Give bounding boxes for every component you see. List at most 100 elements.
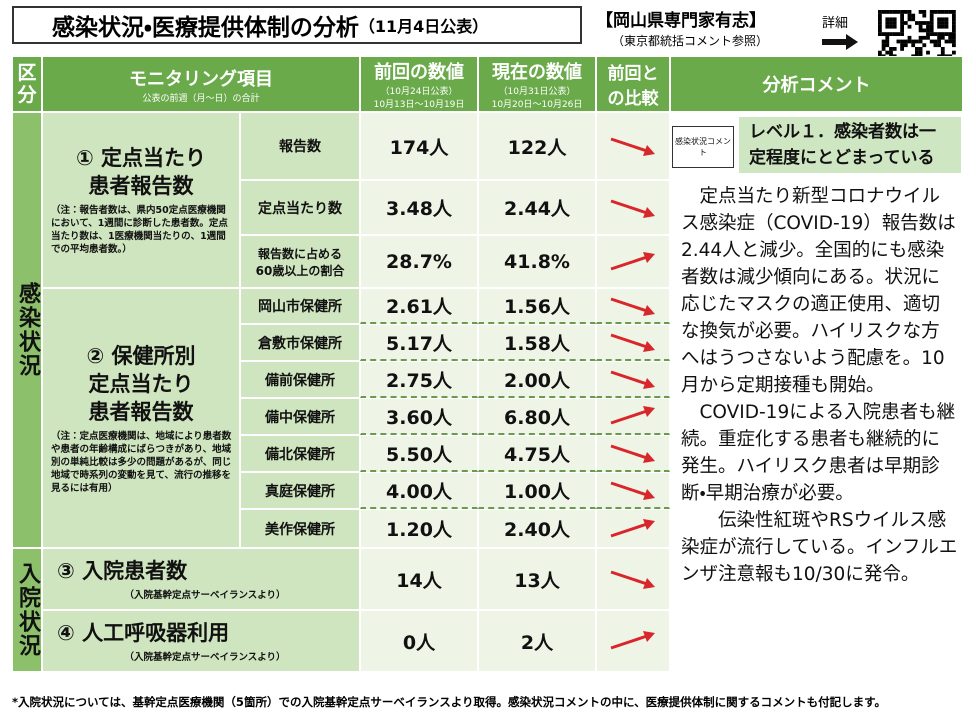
trend-cell [596,180,670,235]
row-label-text: 倉敷市保健所 [258,335,342,352]
qr-cell [889,17,893,22]
previous-value: 1.20人 [360,509,478,548]
qr-cell [889,24,893,29]
current-text: 122人 [507,136,567,159]
qr-cell [889,50,893,55]
trend-arrow [610,518,655,537]
title-box: 感染状況・医療提供体制の分析 （11月4日公表） [12,6,582,44]
current-value: 1.58人 [478,324,596,361]
qr-cell [900,32,904,36]
qr-cell [907,39,912,44]
trend-cell [596,361,670,398]
previous-text: 3.48人 [386,198,452,220]
trend-arrow [610,444,655,463]
qr-cell [907,10,912,14]
qr-cell [889,10,893,14]
qr-cell [948,35,953,40]
qr-cell [885,24,890,29]
qr-cell [933,10,938,14]
trend-cell [596,548,670,610]
qr-cell [937,32,941,36]
qr-cell [948,39,953,44]
previous-value: 5.50人 [360,435,478,472]
qr-cell [929,24,934,29]
qr-cell [952,35,956,40]
trend-arrow [610,406,655,425]
current-value: 2.44人 [478,180,596,235]
trend-arrow [610,631,655,650]
qr-cell [922,13,927,18]
qr-cell [952,43,956,48]
title: 感染状況・医療提供体制の分析 [52,15,359,41]
current-value: 41.8% [478,235,596,288]
qr-cell [881,43,886,48]
qr-cell [900,39,904,44]
row-label-text: 定点当たり数 [258,200,342,217]
qr-cell [933,43,938,48]
source: 【岡山県専門家有志】 [596,11,766,31]
row-label: 岡山市保健所 [240,288,360,324]
qr-cell [900,13,904,18]
qr-cell [922,10,927,14]
row-label: 定点当たり数 [240,180,360,235]
previous-date: （10月24日公表） [380,87,458,97]
current-text: 1.00人 [504,480,570,503]
group-title: ① 定点当たり [75,146,207,170]
row-label: 真庭保健所 [240,472,360,509]
item-note: 公表の前週（月～日）の合計 [142,93,260,104]
comparison-header-text: 前回と [607,64,659,84]
category-header-text: 分 [17,84,37,106]
qr-cell [878,17,882,22]
current-value: 2人 [478,610,596,672]
qr-cell [937,21,941,25]
qr-cell [937,35,941,40]
row-label: 美作保健所 [240,509,360,548]
qr-cell [885,17,890,22]
trend-cell [596,235,670,288]
qr-cell [940,32,945,36]
previous-text: 4.00人 [386,480,452,503]
comment-paragraph: 伝染性紅斑やRSウイルス感染症が流行している。インフルエンザ注意報も10/30に… [681,510,958,585]
comparison-header: 前回と の比較 [596,56,670,112]
qr-cell [922,35,927,40]
qr-cell [889,47,893,51]
qr-cell [929,17,934,22]
qr-cell [885,35,890,40]
row-label-text: 岡山市保健所 [258,299,342,315]
qr-cell [952,28,956,33]
current-header-text: 現在の数値 [492,62,582,83]
item-header: モニタリング項目 公表の前週（月～日）の合計 [42,56,360,112]
qr-cell [944,39,949,44]
qr-cell [929,13,934,18]
trend-cell [596,324,670,361]
qr-cell [948,32,953,36]
qr-cell [926,24,930,29]
qr-cell [948,10,953,14]
row-label-text: 備中保健所 [265,409,335,426]
group-title: 患者報告数 [88,399,194,424]
qr-cell [918,39,923,44]
trend-arrow [610,370,655,389]
qr-cell [911,39,916,44]
qr-cell [885,32,890,36]
current-range: 10月20日～10月26日 [491,100,583,110]
current-value: 122人 [478,112,596,180]
previous-range: 10月13日～10月19日 [373,100,465,110]
current-date: （10月31日公表） [498,87,576,97]
comment-paragraph: 定点当たり新型コロナウイルス感染症（COVID-19）報告数は2.44人と減少。… [681,186,956,396]
qr-cell [915,47,919,51]
previous-value: 3.60人 [360,398,478,435]
row-label: 倉敷市保健所 [240,324,360,361]
previous-text: 2.61人 [386,296,452,318]
qr-cell [896,32,901,36]
previous-value: 14人 [360,548,478,610]
qr-cell [926,21,930,25]
previous-value: 0人 [360,610,478,672]
qr-cell [929,39,934,44]
trend-arrow [610,333,655,352]
level-box: レベル１．感染者数は一定程度にとどまっている [738,116,962,174]
trend-cell [596,472,670,509]
qr-cell [944,10,949,14]
comment-header: 分析コメント [670,56,963,112]
qr-cell [940,47,945,51]
